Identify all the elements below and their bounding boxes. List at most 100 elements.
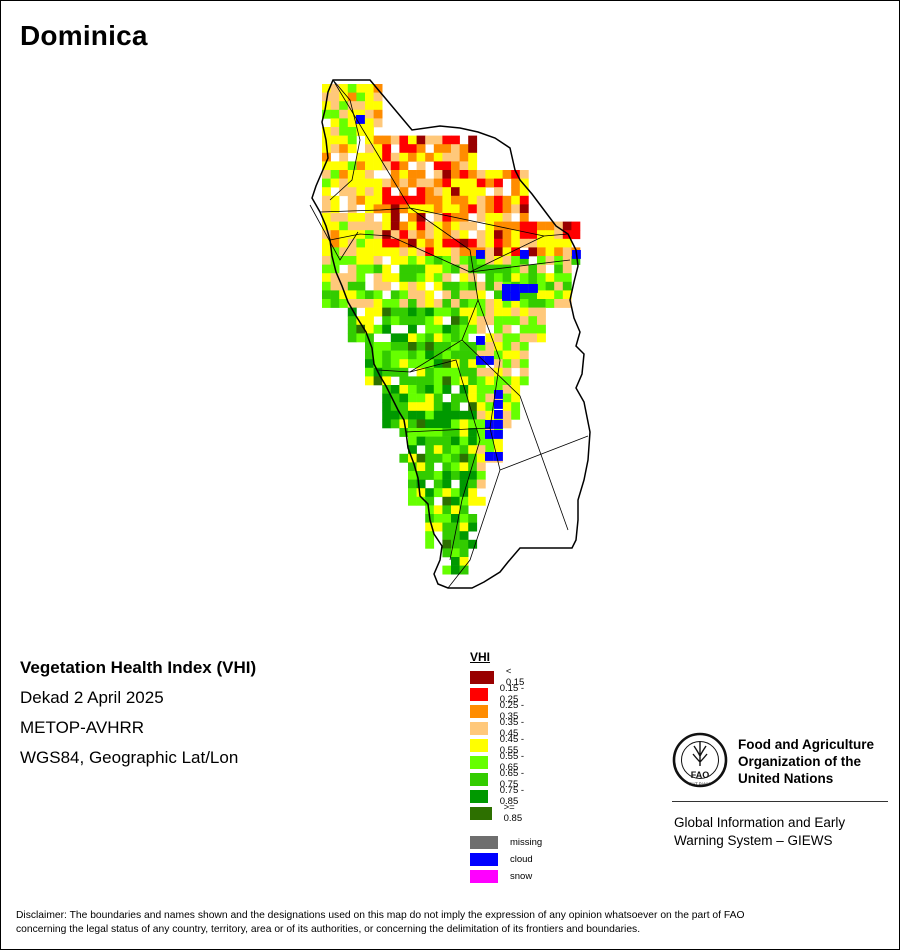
- vhi-cell: [390, 170, 400, 179]
- vhi-cell: [451, 522, 460, 532]
- vhi-cell: [425, 445, 435, 455]
- vhi-cell: [459, 256, 469, 265]
- vhi-cell: [485, 221, 495, 231]
- legend-swatch: [470, 755, 488, 769]
- vhi-cell: [451, 471, 460, 480]
- vhi-cell: [519, 299, 529, 308]
- vhi-cell: [416, 316, 426, 326]
- vhi-cell: [494, 376, 503, 386]
- vhi-cell: [339, 213, 349, 222]
- vhi-cell: [502, 170, 512, 179]
- vhi-cell: [494, 187, 503, 197]
- vhi-cell: [537, 264, 546, 274]
- vhi-cell: [511, 247, 521, 257]
- vhi-cell: [399, 367, 409, 377]
- vhi-cell: [468, 453, 478, 463]
- vhi-cell: [519, 342, 529, 351]
- vhi-cell: [347, 307, 357, 317]
- vhi-cell: [554, 247, 564, 257]
- vhi-cell: [433, 135, 443, 145]
- vhi-cell: [459, 393, 469, 403]
- vhi-cell: [382, 230, 392, 240]
- vhi-cell: [433, 367, 443, 377]
- cloud-cell: [520, 284, 529, 293]
- vhi-cell: [468, 204, 478, 214]
- vhi-cell: [451, 402, 460, 412]
- legend-label: < 0.15: [505, 666, 525, 688]
- vhi-cell: [365, 127, 374, 136]
- vhi-cell: [382, 204, 392, 214]
- vhi-cell: [442, 376, 452, 386]
- vhi-cell: [476, 496, 486, 506]
- legend-item: cloud: [470, 852, 533, 866]
- vhi-cell: [356, 333, 366, 343]
- vhi-cell: [425, 367, 435, 377]
- giews-name: Global Information and Early Warning Sys…: [674, 814, 845, 850]
- vhi-cell: [442, 453, 452, 463]
- vhi-cell: [322, 161, 331, 171]
- vhi-cell: [373, 350, 383, 360]
- vhi-cell: [399, 385, 409, 394]
- vhi-cell: [425, 428, 435, 437]
- vhi-cell: [485, 342, 495, 351]
- vhi-cell: [485, 333, 495, 343]
- vhi-cell: [399, 428, 409, 437]
- vhi-cell: [408, 178, 417, 188]
- vhi-cell: [408, 419, 417, 429]
- vhi-cell: [322, 213, 331, 222]
- vhi-cell: [416, 256, 426, 265]
- vhi-cell: [502, 367, 512, 377]
- vhi-cell: [494, 238, 503, 248]
- vhi-cell: [442, 333, 452, 343]
- vhi-cell: [528, 307, 538, 317]
- vhi-cell: [365, 299, 374, 308]
- vhi-cell: [459, 496, 469, 506]
- vhi-cell: [373, 359, 383, 369]
- vhi-cell: [390, 152, 400, 162]
- vhi-cell: [511, 204, 521, 214]
- vhi-cell: [519, 264, 529, 274]
- legend-label: 0.35 - 0.45: [499, 717, 525, 739]
- vhi-cell: [382, 273, 392, 283]
- vhi-cell: [425, 462, 435, 472]
- vhi-cell: [562, 264, 572, 274]
- vhi-cell: [416, 479, 426, 489]
- vhi-cell: [433, 453, 443, 463]
- vhi-cell: [425, 135, 435, 145]
- vhi-cell: [425, 307, 435, 317]
- vhi-cell: [433, 230, 443, 240]
- vhi-cell: [339, 299, 349, 308]
- vhi-cell: [339, 84, 349, 93]
- vhi-cell: [408, 256, 417, 265]
- vhi-cell: [390, 135, 400, 145]
- vhi-cell: [476, 230, 486, 240]
- vhi-cell: [442, 436, 452, 446]
- vhi-cell: [511, 264, 521, 274]
- vhi-cell: [476, 256, 486, 265]
- vhi-cell: [433, 238, 443, 248]
- vhi-cell: [468, 471, 478, 480]
- cloud-cell: [494, 452, 503, 461]
- vhi-cell: [442, 462, 452, 472]
- vhi-cell: [425, 290, 435, 300]
- vhi-cell: [382, 195, 392, 205]
- vhi-cell: [511, 350, 521, 360]
- vhi-cell: [519, 324, 529, 334]
- vhi-cell: [330, 204, 340, 214]
- vhi-cell: [519, 359, 529, 369]
- vhi-cell: [425, 531, 435, 541]
- vhi-cell: [339, 230, 349, 240]
- vhi-cell: [390, 230, 400, 240]
- cloud-cell: [511, 292, 520, 301]
- vhi-cell: [433, 359, 443, 369]
- vhi-cell: [356, 161, 366, 171]
- vhi-cell: [442, 161, 452, 171]
- vhi-cell: [408, 333, 417, 343]
- vhi-cell: [485, 247, 495, 257]
- vhi-cell: [322, 238, 331, 248]
- vhi-cell: [433, 247, 443, 257]
- vhi-cell: [416, 376, 426, 386]
- parish-boundary: [319, 207, 411, 213]
- vhi-cell: [390, 299, 400, 308]
- vhi-cell: [373, 187, 383, 197]
